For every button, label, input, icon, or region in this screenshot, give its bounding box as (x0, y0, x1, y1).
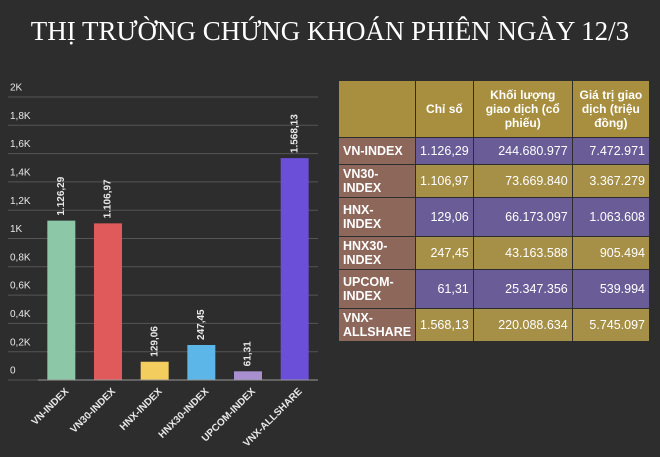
y-tick-label: 1,2K (10, 196, 31, 207)
row-label: HNX-INDEX (337, 197, 417, 237)
page-title: THỊ TRƯỜNG CHỨNG KHOÁN PHIÊN NGÀY 12/3 (30, 16, 630, 46)
cell: 66.173.097 (472, 197, 573, 237)
value-label: 1.568,13 (289, 114, 300, 153)
data-table: Chỉ số Khối lượng giao dịch (cổ phiếu) G… (337, 80, 651, 342)
row-label: HNX30-INDEX (337, 236, 417, 270)
row-label: VN30-INDEX (337, 164, 417, 198)
cell: 25.347.356 (472, 269, 573, 309)
cell: 539.994 (571, 269, 651, 309)
value-label: 61,31 (243, 341, 254, 366)
table-row: UPCOM-INDEX 61,31 25.347.356 539.994 (337, 269, 651, 309)
cell: 5.745.097 (571, 308, 651, 342)
row-label: VN-INDEX (337, 137, 417, 165)
value-label: 247,45 (196, 309, 207, 340)
table-row: VN30-INDEX 1.106,97 73.669.840 3.367.279 (337, 164, 651, 198)
cell: 1.106,97 (415, 164, 474, 198)
x-tick-label: VN30-INDEX (69, 386, 119, 436)
table-row: VNX-ALLSHARE 1.568,13 220.088.634 5.745.097 (337, 308, 651, 342)
value-label: 129,06 (149, 326, 160, 357)
table-row: VN-INDEX 1.126,29 244.680.977 7.472.971 (337, 137, 651, 165)
bar (280, 158, 309, 380)
cell: 61,31 (415, 269, 474, 309)
value-label: 1.126,29 (56, 176, 67, 215)
cell: 220.088.634 (472, 308, 573, 342)
bar (94, 223, 122, 380)
table-row: HNX30-INDEX 247,45 43.163.588 905.494 (337, 236, 651, 270)
y-tick-label: 1,6K (10, 139, 31, 150)
y-tick-label: 2K (10, 83, 23, 94)
value-label: 1.106,97 (103, 179, 114, 218)
cell: 129,06 (415, 197, 474, 237)
cell: 3.367.279 (571, 164, 651, 198)
row-label: UPCOM-INDEX (337, 269, 417, 309)
bar (140, 361, 169, 380)
header-cell: Giá trị giao dịch (triệu đồng) (571, 80, 651, 138)
cell: 7.472.971 (571, 137, 651, 165)
cell: 1.063.608 (571, 197, 651, 237)
y-tick-label: 0,8K (10, 252, 31, 263)
cell: 244.680.977 (472, 137, 573, 165)
cell: 43.163.588 (472, 236, 573, 270)
cell: 73.669.840 (472, 164, 573, 198)
x-tick-label: HNX-INDEX (118, 386, 165, 433)
y-tick-label: 0,4K (10, 309, 31, 320)
header-cell: Khối lượng giao dịch (cổ phiếu) (472, 80, 573, 138)
y-tick-label: 0,2K (10, 337, 31, 348)
bar (187, 344, 216, 380)
row-label: VNX-ALLSHARE (337, 308, 417, 342)
header-cell: Chỉ số (415, 80, 474, 138)
cell: 1.568,13 (415, 308, 474, 342)
cell: 905.494 (571, 236, 651, 270)
y-tick-label: 0 (10, 366, 16, 377)
header-cell (337, 80, 417, 138)
y-tick-label: 1K (10, 224, 23, 235)
bar (234, 371, 262, 380)
x-tick-label: VN-INDEX (30, 386, 72, 428)
table-row: HNX-INDEX 129,06 66.173.097 1.063.608 (337, 197, 651, 237)
y-tick-label: 1,8K (10, 111, 31, 122)
chart: 0 0,2K 0,4K 0,6K 0,8K 1K 1,2K 1,4K 1,6K 1,8K 2K 1.1… (8, 83, 318, 449)
y-tick-label: 0,6K (10, 281, 31, 292)
cell: 247,45 (415, 236, 474, 270)
cell: 1.126,29 (415, 137, 474, 165)
bar (47, 220, 76, 380)
y-tick-label: 1,4K (10, 168, 31, 179)
